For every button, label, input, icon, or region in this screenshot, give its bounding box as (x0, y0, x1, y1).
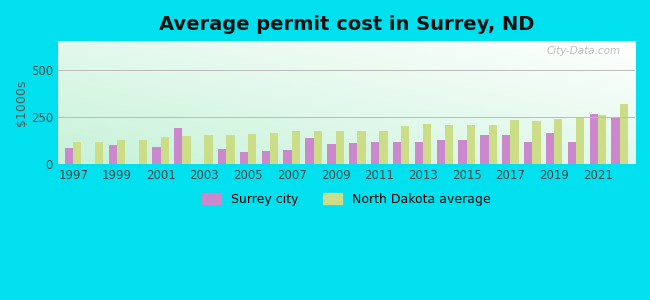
Bar (218, 149, 226, 164)
Bar (314, 131, 322, 164)
Bar (109, 145, 117, 164)
Title: Average permit cost in Surrey, ND: Average permit cost in Surrey, ND (159, 15, 534, 34)
Bar (138, 140, 147, 164)
Bar (262, 151, 270, 164)
Bar (65, 148, 73, 164)
Bar (423, 124, 431, 164)
Bar (379, 131, 387, 164)
Bar (502, 135, 510, 164)
Bar (283, 150, 292, 164)
Legend: Surrey city, North Dakota average: Surrey city, North Dakota average (198, 189, 495, 210)
Bar (73, 142, 81, 164)
Bar (510, 120, 519, 164)
Bar (174, 128, 183, 164)
Bar (576, 117, 584, 164)
Bar (458, 140, 467, 164)
Bar (371, 142, 379, 164)
Bar (358, 131, 366, 164)
Bar (226, 135, 235, 164)
Bar (612, 117, 619, 164)
Bar (161, 137, 169, 164)
Bar (437, 140, 445, 164)
Bar (524, 142, 532, 164)
Bar (401, 126, 410, 164)
Bar (152, 147, 161, 164)
Bar (335, 131, 344, 164)
Bar (327, 144, 335, 164)
Bar (292, 131, 300, 164)
Bar (248, 134, 256, 164)
Bar (415, 142, 423, 164)
Bar (240, 152, 248, 164)
Bar (590, 114, 598, 164)
Bar (393, 142, 401, 164)
Bar (117, 140, 125, 164)
Bar (349, 143, 358, 164)
Y-axis label: $1000s: $1000s (15, 80, 28, 126)
Bar (598, 116, 606, 164)
Bar (619, 103, 628, 164)
Bar (270, 133, 278, 164)
Bar (554, 119, 562, 164)
Bar (546, 133, 554, 164)
Bar (445, 125, 453, 164)
Bar (489, 125, 497, 164)
Text: City-Data.com: City-Data.com (547, 46, 621, 56)
Bar (532, 121, 541, 164)
Bar (306, 138, 314, 164)
Bar (567, 142, 576, 164)
Bar (467, 125, 475, 164)
Bar (183, 136, 191, 164)
Bar (95, 142, 103, 164)
Bar (480, 135, 489, 164)
Bar (204, 135, 213, 164)
